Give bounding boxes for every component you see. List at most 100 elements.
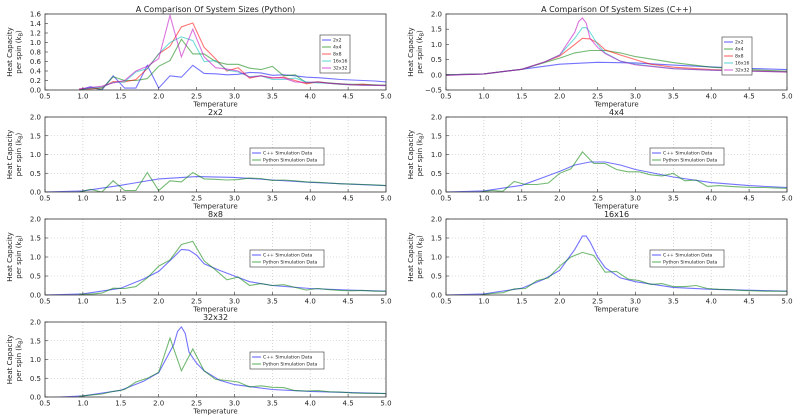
x-tick-label: 0.5 (39, 93, 50, 101)
x-tick-label: 4.0 (305, 195, 316, 203)
y-tick-label: 0.0 (431, 71, 442, 79)
y-axis-label: Heat Capacity (6, 27, 14, 76)
x-tick-label: 1.5 (516, 93, 527, 101)
y-tick-label: 0.5 (431, 273, 442, 281)
x-axis-label: Temperature (593, 306, 638, 314)
y-tick-label: 2.0 (30, 114, 41, 122)
x-axis-label: Temperature (192, 408, 237, 416)
x-tick-label: 1.0 (77, 195, 88, 203)
x-tick-label: 1.5 (516, 298, 527, 306)
x-tick-label: 0.5 (39, 400, 50, 408)
y-axis-label-units: per spin (kB) (15, 337, 25, 381)
y-axis-label: Heat Capacity (6, 232, 14, 281)
x-tick-label: 2.0 (554, 195, 565, 203)
x-tick-label: 3.5 (668, 195, 679, 203)
y-tick-label: 2.0 (431, 11, 442, 19)
x-tick-label: 2.5 (592, 298, 603, 306)
y-tick-label: 1.5 (431, 132, 442, 140)
x-tick-label: 1.0 (478, 298, 489, 306)
chart-c16: 0.5 1.0 1.5 2.0 2.5 3.0 3.5 4.0 4.5 5.00.00.51.01… (407, 210, 793, 314)
series-line-c-simulation-data (446, 235, 787, 295)
units-suffix: ) (15, 132, 23, 135)
series-line-python-simulation-data (480, 251, 787, 295)
y-axis-label-units: per spin (kB) (15, 132, 25, 176)
y-tick-label: 1.4 (30, 20, 42, 28)
axes-frame (445, 13, 788, 91)
y-tick-label: 0.5 (431, 56, 442, 64)
x-tick-label: 4.5 (343, 298, 354, 306)
x-tick-label: 4.5 (343, 93, 354, 101)
units-prefix: per spin (k (416, 35, 424, 73)
units-suffix: ) (416, 132, 424, 135)
chart-title: A Comparison Of System Sizes (C++) (541, 5, 692, 14)
y-axis-label-units: per spin (kB) (15, 235, 25, 279)
x-tick-label: 2.5 (191, 400, 202, 408)
x-tick-label: 1.0 (77, 93, 88, 101)
y-tick-label: 0.0 (30, 189, 41, 197)
units-subscript: B (19, 135, 25, 139)
series-line-python-simulation-data (78, 171, 386, 192)
y-tick-label: 1.0 (431, 41, 442, 49)
legend-label: 16x16 (735, 61, 749, 67)
y-axis-label: Heat Capacity (6, 335, 14, 384)
y-axis-label: Heat Capacity (407, 27, 415, 76)
y-tick-label: 2.0 (30, 216, 41, 224)
legend-label: C++ Simulation Data (663, 151, 712, 157)
y-tick-label: 1.6 (30, 11, 42, 19)
x-tick-label: 0.5 (440, 298, 451, 306)
y-tick-label: 1.5 (30, 235, 41, 243)
x-tick-label: 3.5 (668, 93, 679, 101)
x-tick-label: 5.0 (781, 93, 792, 101)
units-subscript: B (19, 32, 25, 36)
series-line-c-simulation-data (45, 248, 386, 295)
series-line-2x2 (78, 64, 386, 90)
legend-label: 4x4 (333, 45, 342, 51)
x-tick-label: 0.5 (440, 195, 451, 203)
x-tick-label: 5.0 (380, 195, 391, 203)
x-tick-label: 1.5 (516, 195, 527, 203)
series-line-python-simulation-data (79, 240, 386, 295)
x-tick-label: 2.5 (191, 93, 202, 101)
legend-box (249, 249, 325, 268)
chart-title: 4x4 (609, 108, 624, 117)
y-tick-label: 1.0 (431, 151, 442, 159)
legend-label: Python Simulation Data (663, 260, 717, 266)
y-axis-label-units: per spin (kB) (416, 30, 426, 74)
legend-label: 32x32 (333, 66, 347, 72)
y-tick-label: 1.2 (30, 30, 41, 38)
units-subscript: B (420, 135, 426, 139)
y-tick-label: 0.8 (30, 49, 41, 57)
chart-title: 16x16 (604, 210, 629, 219)
units-subscript: B (420, 32, 426, 36)
units-suffix: ) (416, 235, 424, 238)
y-tick-label: 0.5 (431, 170, 442, 178)
y-tick-label: −0.5 (425, 87, 442, 95)
chart-c32: 0.5 1.0 1.5 2.0 2.5 3.0 3.5 4.0 4.5 5.00.00.51.01… (6, 313, 392, 416)
y-tick-label: 0.0 (431, 292, 442, 300)
x-tick-label: 2.5 (191, 195, 202, 203)
x-axis-label: Temperature (593, 101, 638, 109)
x-tick-label: 2.0 (153, 400, 164, 408)
y-tick-label: 0.2 (30, 77, 41, 85)
y-tick-label: 2.0 (30, 319, 41, 327)
x-tick-label: 1.5 (115, 195, 126, 203)
legend-label: 2x2 (333, 38, 342, 44)
x-tick-label: 4.0 (706, 195, 717, 203)
x-tick-label: 2.0 (153, 195, 164, 203)
x-tick-label: 4.0 (305, 298, 316, 306)
units-suffix: ) (15, 235, 23, 238)
units-prefix: per spin (k (15, 138, 23, 176)
legend-label: C++ Simulation Data (263, 151, 312, 157)
x-tick-label: 4.5 (744, 195, 755, 203)
x-tick-label: 1.0 (478, 195, 489, 203)
y-axis-label-units: per spin (kB) (416, 235, 426, 279)
y-tick-label: 0.0 (30, 394, 41, 402)
y-tick-label: 1.0 (431, 254, 442, 262)
x-axis-label: Temperature (593, 203, 638, 211)
y-tick-label: 0.5 (30, 273, 41, 281)
y-tick-label: 1.0 (30, 254, 41, 262)
x-tick-label: 0.5 (440, 93, 451, 101)
x-tick-label: 1.5 (115, 400, 126, 408)
